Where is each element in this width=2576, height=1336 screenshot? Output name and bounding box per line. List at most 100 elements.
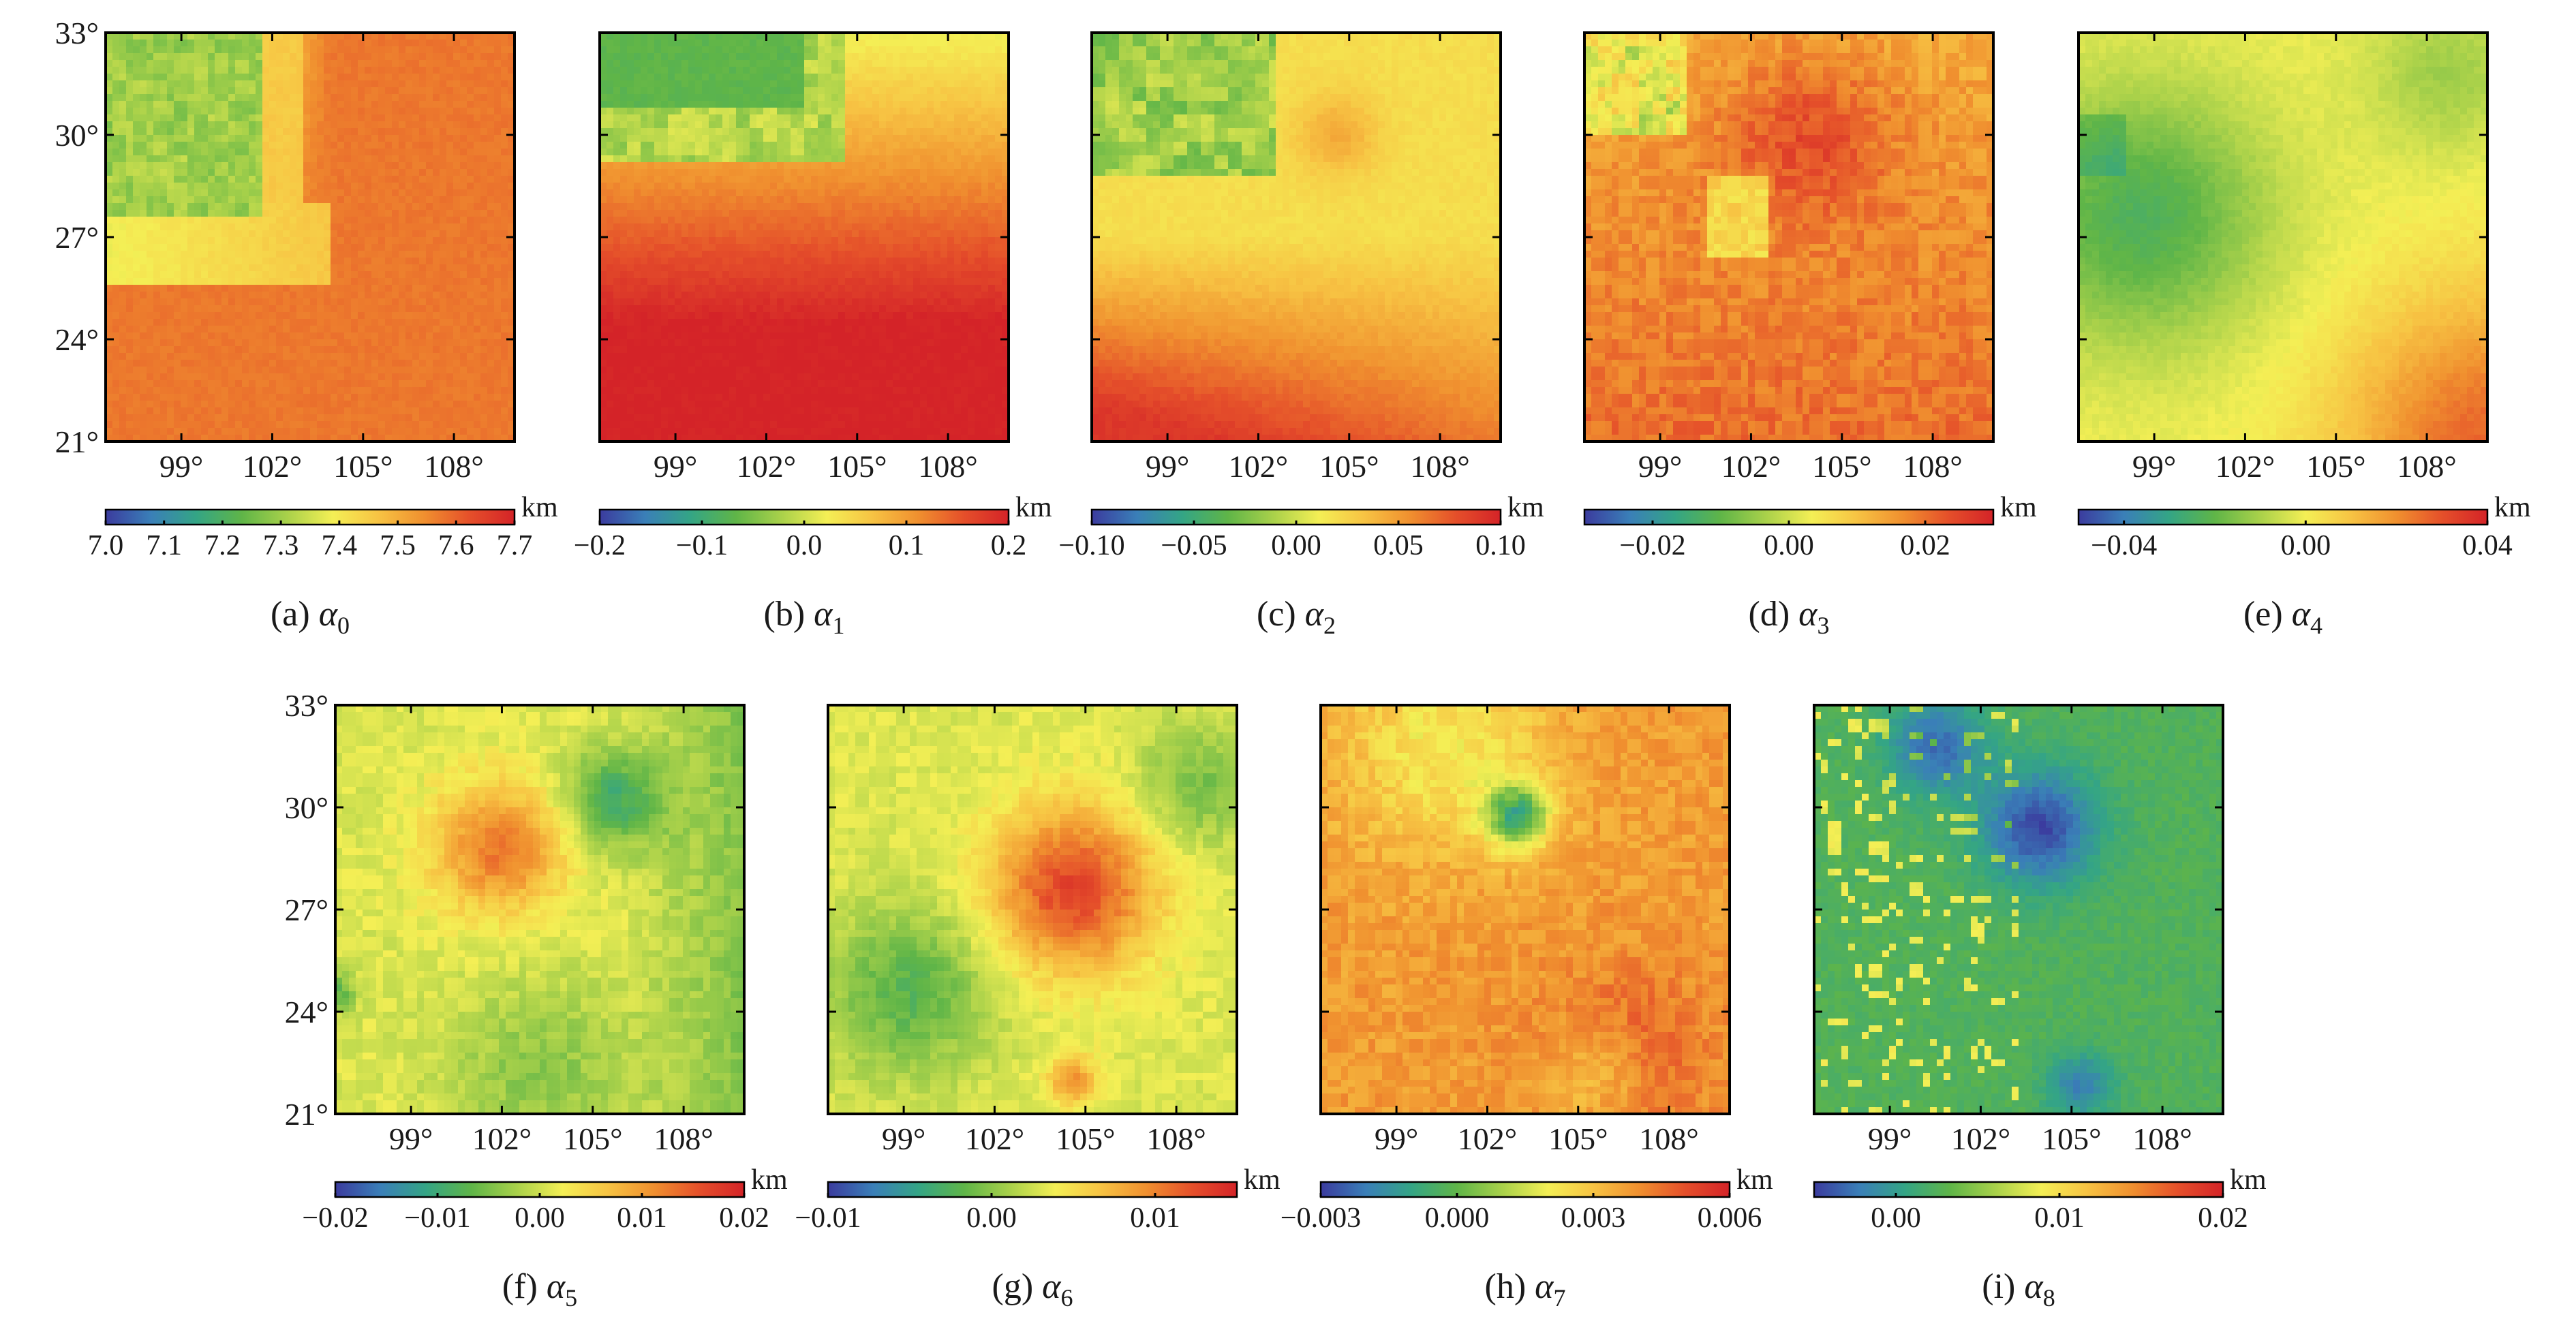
heatmap-cell: [290, 312, 297, 320]
heatmap-cell: [474, 189, 481, 197]
heatmap-cell: [743, 128, 750, 136]
heatmap-cell: [654, 108, 662, 115]
heatmap-cell: [474, 53, 481, 61]
heatmap-cell: [392, 414, 399, 422]
heatmap-cell: [487, 278, 495, 285]
heatmap-cell: [358, 319, 365, 326]
heatmap-cell: [750, 87, 757, 95]
heatmap-cell: [906, 53, 914, 61]
heatmap-cell: [385, 298, 393, 306]
heatmap-cell: [906, 74, 914, 81]
heatmap-cell: [763, 80, 771, 88]
heatmap-cell: [480, 407, 488, 415]
heatmap-cell: [119, 121, 127, 129]
heatmap-cell: [879, 162, 887, 170]
heatmap-cell: [242, 176, 249, 183]
heatmap-cell: [480, 74, 488, 81]
heatmap-cell: [140, 380, 147, 388]
heatmap-cell: [634, 114, 641, 122]
heatmap-cell: [310, 298, 318, 306]
heatmap-cell: [494, 196, 502, 204]
heatmap-cell: [688, 114, 696, 122]
heatmap-cell: [337, 230, 345, 238]
heatmap-cell: [324, 149, 331, 156]
heatmap-cell: [426, 196, 433, 204]
heatmap-cell: [804, 155, 812, 163]
heatmap-cell: [249, 305, 256, 313]
heatmap-cell: [419, 339, 427, 347]
heatmap-cell: [337, 251, 345, 258]
heatmap-cell: [818, 121, 825, 129]
heatmap-cell: [242, 373, 249, 381]
heatmap-cell: [290, 244, 297, 251]
heatmap-cell: [317, 40, 324, 47]
heatmap-cell: [371, 298, 379, 306]
heatmap-cell: [262, 285, 270, 292]
heatmap-cell: [344, 33, 352, 40]
heatmap-cell: [324, 312, 331, 320]
heatmap-cell: [228, 87, 236, 95]
heatmap-cell: [112, 217, 120, 224]
heatmap-cell: [906, 169, 914, 176]
heatmap-cell: [709, 183, 716, 190]
heatmap-cell: [913, 176, 921, 183]
heatmap-cell: [221, 264, 229, 272]
heatmap-cell: [494, 435, 502, 442]
heatmap-cell: [681, 53, 689, 61]
heatmap-cell: [426, 319, 433, 326]
heatmap-cell: [453, 332, 461, 340]
heatmap-cell: [160, 189, 168, 197]
heatmap-cell: [702, 142, 709, 149]
heatmap-cell: [446, 285, 454, 292]
heatmap-cell: [736, 169, 743, 176]
heatmap-cell: [344, 108, 352, 115]
heatmap-cell: [358, 210, 365, 217]
heatmap-cell: [167, 149, 174, 156]
heatmap-cell: [126, 142, 134, 149]
heatmap-cell: [688, 40, 696, 47]
heatmap-cell: [174, 121, 181, 129]
heatmap-cell: [140, 367, 147, 374]
heatmap-cell: [467, 360, 474, 367]
heatmap-cell: [968, 40, 975, 47]
heatmap-cell: [249, 196, 256, 204]
heatmap-cell: [474, 298, 481, 306]
heatmap-cell: [174, 108, 181, 115]
heatmap-cell: [215, 251, 222, 258]
heatmap-cell: [344, 421, 352, 429]
heatmap-cell: [337, 169, 345, 176]
heatmap-cell: [147, 401, 154, 408]
heatmap-cell: [365, 60, 372, 67]
heatmap-cell: [433, 60, 440, 67]
heatmap-cell: [228, 360, 236, 367]
heatmap-cell: [446, 244, 454, 251]
heatmap-cell: [351, 394, 358, 401]
heatmap-cell: [893, 33, 900, 40]
heatmap-cell: [981, 74, 989, 81]
heatmap-cell: [681, 60, 689, 67]
heatmap-cell: [153, 142, 161, 149]
heatmap-cell: [378, 203, 386, 211]
heatmap-cell: [324, 60, 331, 67]
heatmap-cell: [1002, 121, 1009, 129]
heatmap-cell: [440, 298, 447, 306]
heatmap-cell: [283, 60, 290, 67]
heatmap-cell: [763, 87, 771, 95]
heatmap-cell: [310, 155, 318, 163]
heatmap-cell: [900, 33, 907, 40]
heatmap-cell: [140, 67, 147, 74]
heatmap-cell: [324, 285, 331, 292]
heatmap-cell: [681, 94, 689, 102]
heatmap-cell: [351, 339, 358, 347]
heatmap-cell: [283, 217, 290, 224]
heatmap-cell: [688, 142, 696, 149]
heatmap-cell: [940, 80, 948, 88]
heatmap-cell: [872, 53, 880, 61]
heatmap-cell: [399, 428, 406, 435]
heatmap-cell: [399, 74, 406, 81]
heatmap-cell: [235, 142, 243, 149]
heatmap-cell: [324, 414, 331, 422]
heatmap-cell: [262, 387, 270, 394]
heatmap-cell: [317, 135, 324, 142]
heatmap-cell: [249, 101, 256, 108]
